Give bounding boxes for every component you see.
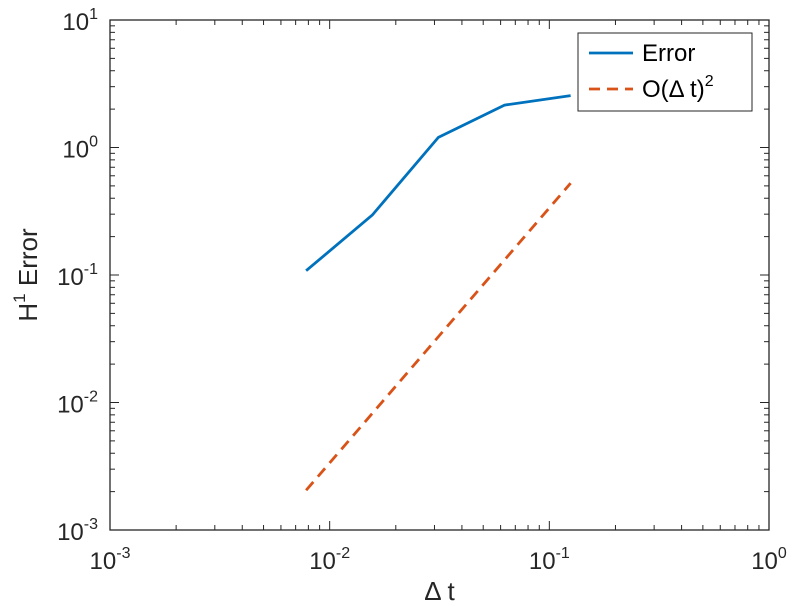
y-tick-label: 10-3 xyxy=(57,516,98,546)
x-tick-label: 10-1 xyxy=(529,545,570,575)
y-tick-label: 10-1 xyxy=(57,261,98,291)
axis-labels: 10-3 10-2 10-1 100 10-3 10-2 10-1 100 101 Δ t H1 E… xyxy=(10,6,787,606)
x-tick-label: 100 xyxy=(751,545,787,575)
legend-box xyxy=(577,32,753,112)
y-axis-label: H1 Error xyxy=(10,228,43,322)
x-tick-label: 10-2 xyxy=(309,545,350,575)
y-tick-label: 100 xyxy=(62,134,98,164)
series-line-0 xyxy=(305,94,571,272)
x-tick-label: 10-3 xyxy=(90,545,131,575)
axes xyxy=(109,19,770,531)
series-group xyxy=(305,94,572,492)
series-line-1 xyxy=(305,182,572,492)
legend-entry-label: O(Δ t)2 xyxy=(642,73,714,103)
legend-entry-label: Error xyxy=(642,40,695,67)
y-tick-label: 101 xyxy=(62,6,98,36)
x-axis-label: Δ t xyxy=(424,576,455,606)
y-tick-label: 10-2 xyxy=(57,389,98,419)
legend: Error O(Δ t)2 xyxy=(577,32,753,112)
